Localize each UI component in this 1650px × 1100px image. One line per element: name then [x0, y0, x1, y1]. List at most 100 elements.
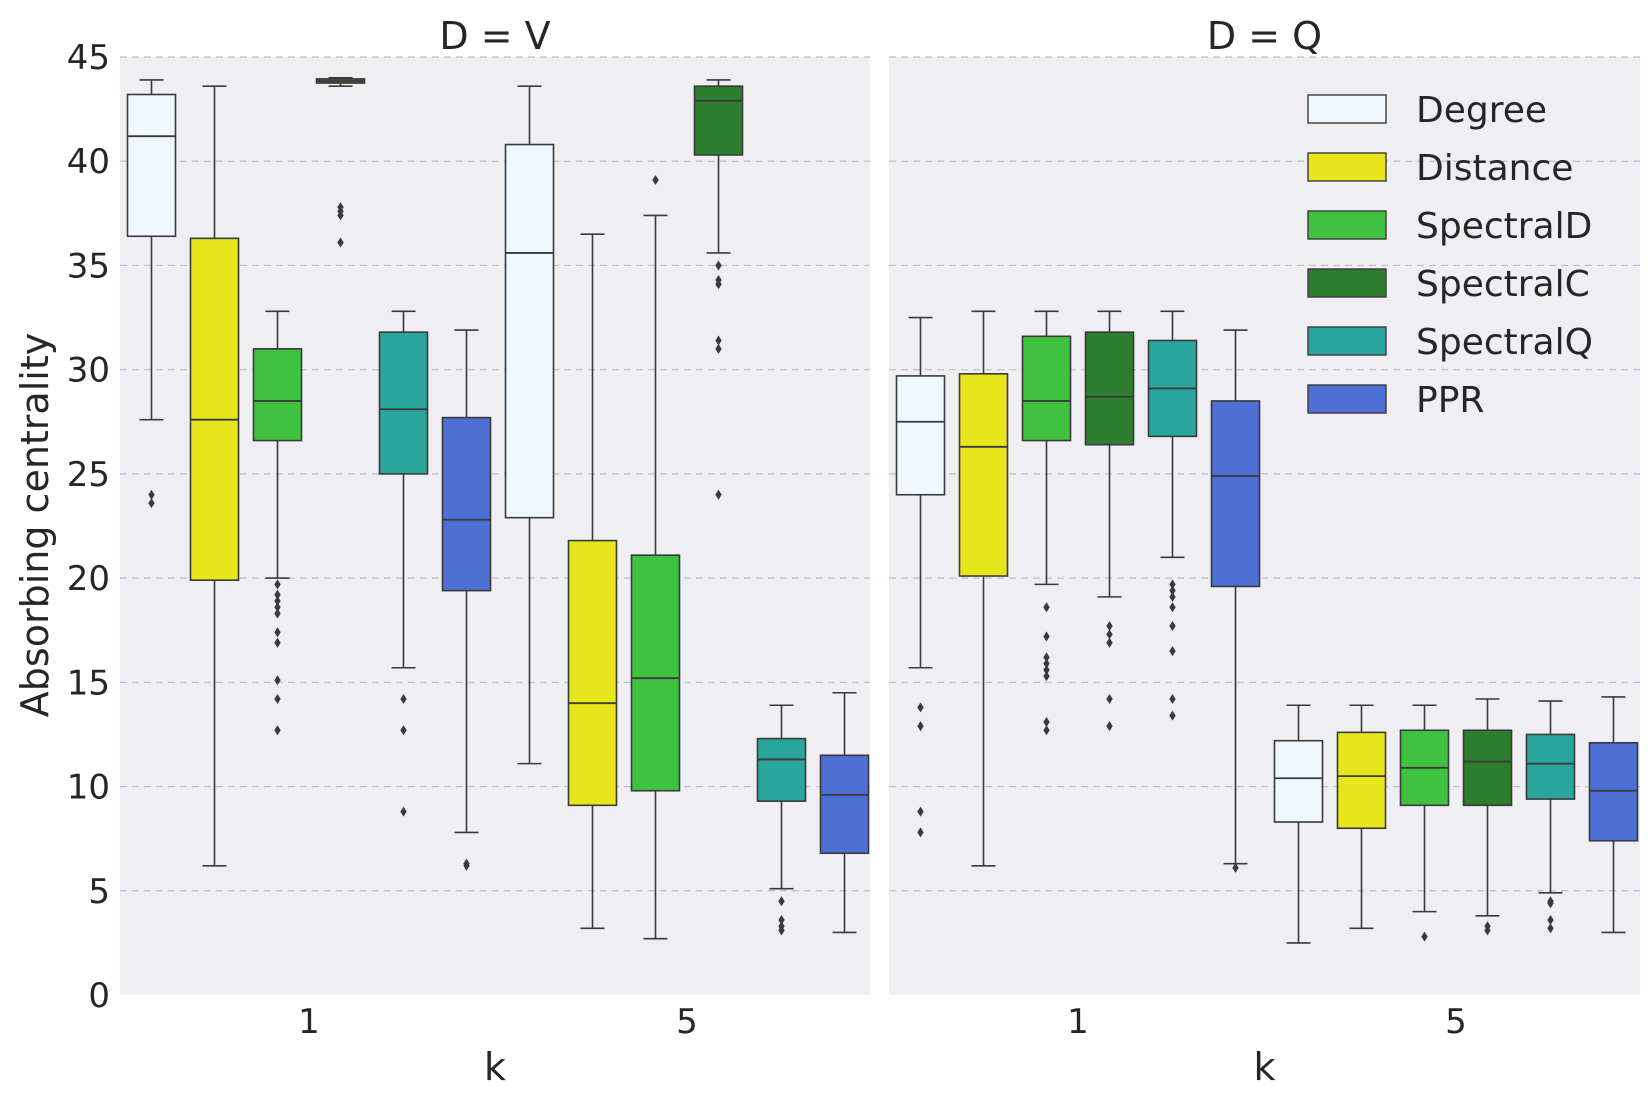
box-body — [189, 237, 240, 581]
outlier-point — [148, 498, 155, 509]
box-degree-k1 — [126, 79, 177, 509]
y-tick-label: 35 — [67, 246, 110, 286]
outlier-point — [274, 579, 281, 590]
outlier-point — [1169, 694, 1176, 705]
outlier-point — [715, 260, 722, 271]
box-spectralc-k5 — [1462, 698, 1513, 936]
outlier-point — [337, 210, 344, 221]
box-body — [630, 554, 681, 792]
legend-item-spectrald: SpectralD — [1307, 206, 1592, 247]
box-ppr-k1 — [441, 329, 492, 871]
outlier-point — [400, 725, 407, 736]
box-degree-k5 — [504, 85, 555, 765]
box-body — [895, 375, 946, 496]
outlier-point — [1169, 591, 1176, 602]
legend-label: Distance — [1416, 148, 1573, 189]
outlier-point — [652, 174, 659, 185]
box-spectrald-k5 — [1399, 704, 1450, 942]
outlier-point — [1547, 898, 1554, 909]
outlier-point — [715, 489, 722, 500]
outlier-point — [1043, 631, 1050, 642]
outlier-point — [400, 694, 407, 705]
legend-item-spectralq: SpectralQ — [1307, 322, 1593, 363]
box-body — [756, 737, 807, 802]
outlier-point — [148, 489, 155, 500]
x-axis-label: k — [1253, 1045, 1275, 1089]
outlier-point — [1169, 710, 1176, 721]
outlier-point — [1106, 637, 1113, 648]
y-tick-label: 40 — [67, 142, 110, 182]
box-body — [693, 85, 744, 156]
outlier-point — [917, 827, 924, 838]
outlier-point — [274, 608, 281, 619]
legend: Degree Distance SpectralD SpectralC Spectral… — [1307, 90, 1593, 421]
box-body — [1588, 741, 1639, 842]
box-body — [1084, 331, 1135, 446]
legend-swatch — [1307, 152, 1387, 182]
outlier-point — [274, 675, 281, 686]
box-ppr-k1 — [1210, 329, 1261, 873]
box-degree-k5 — [1273, 704, 1324, 944]
box-spectralq-k1 — [378, 310, 429, 817]
legend-item-ppr: PPR — [1307, 380, 1484, 421]
y-tick-label: 30 — [67, 351, 110, 391]
panel-title: D = Q — [1207, 14, 1322, 58]
legend-item-distance: Distance — [1307, 148, 1573, 189]
box-spectralc-k1 — [1084, 310, 1135, 732]
y-tick-label: 15 — [67, 663, 110, 703]
box-distance-k5 — [1336, 704, 1387, 930]
box-spectralq-k5 — [756, 704, 807, 936]
outlier-point — [715, 279, 722, 290]
outlier-point — [917, 721, 924, 732]
legend-swatch — [1307, 268, 1387, 298]
outlier-point — [715, 343, 722, 354]
box-body — [126, 93, 177, 238]
x-tick-label: 1 — [1067, 1002, 1089, 1042]
legend-label: SpectralD — [1416, 206, 1592, 247]
box-body — [1273, 739, 1324, 823]
box-spectrald-k1 — [252, 310, 303, 736]
outlier-point — [1169, 602, 1176, 613]
box-degree-k1 — [895, 316, 946, 838]
box-spectrald-k1 — [1021, 310, 1072, 736]
legend-label: Degree — [1416, 90, 1547, 131]
plot-background — [120, 57, 870, 995]
box-body — [1462, 729, 1513, 807]
box-body — [1525, 733, 1576, 800]
box-body — [504, 143, 555, 519]
outlier-point — [274, 589, 281, 600]
legend-label: SpectralQ — [1416, 322, 1593, 363]
y-tick-label: 10 — [67, 768, 110, 808]
outlier-point — [1043, 652, 1050, 663]
outlier-point — [1421, 931, 1428, 942]
outlier-point — [274, 627, 281, 638]
x-tick-label: 5 — [676, 1002, 698, 1042]
outlier-point — [1547, 914, 1554, 925]
outlier-point — [1043, 658, 1050, 669]
outlier-point — [1106, 621, 1113, 632]
box-body — [1210, 400, 1261, 588]
panel-title: D = V — [439, 14, 550, 58]
outlier-point — [1043, 725, 1050, 736]
y-tick-label: 45 — [67, 38, 110, 78]
outlier-point — [1232, 862, 1239, 873]
box-distance-k5 — [567, 233, 618, 930]
outlier-point — [1043, 602, 1050, 613]
legend-label: PPR — [1416, 380, 1484, 421]
outlier-point — [337, 237, 344, 248]
outlier-point — [1043, 664, 1050, 675]
outlier-point — [1043, 671, 1050, 682]
box-spectralq-k1 — [1147, 310, 1198, 721]
legend-swatch — [1307, 326, 1387, 356]
legend-item-spectralc: SpectralC — [1307, 264, 1590, 305]
box-body — [441, 416, 492, 592]
y-tick-label: 5 — [88, 872, 110, 912]
outlier-point — [778, 925, 785, 936]
box-spectralc-k5 — [693, 79, 744, 500]
legend-swatch — [1307, 94, 1387, 124]
box-spectralq-k5 — [1525, 700, 1576, 934]
outlier-point — [274, 725, 281, 736]
outlier-point — [1169, 585, 1176, 596]
